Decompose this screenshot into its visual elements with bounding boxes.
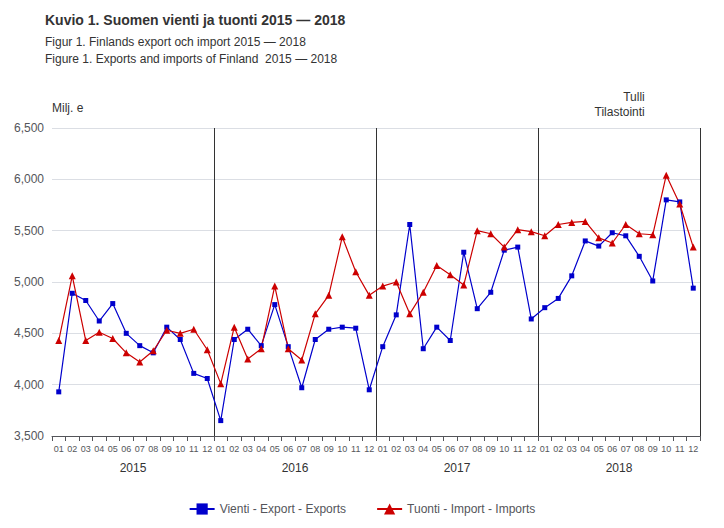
svg-text:Vienti - Export - Exports: Vienti - Export - Exports: [220, 502, 347, 516]
svg-text:01: 01: [378, 444, 388, 454]
svg-text:07: 07: [459, 444, 469, 454]
svg-text:06: 06: [607, 444, 617, 454]
svg-text:04: 04: [256, 444, 266, 454]
svg-text:09: 09: [324, 444, 334, 454]
svg-text:12: 12: [364, 444, 374, 454]
svg-text:03: 03: [243, 444, 253, 454]
svg-text:6,500: 6,500: [14, 121, 44, 135]
svg-text:06: 06: [121, 444, 131, 454]
svg-text:05: 05: [270, 444, 280, 454]
svg-text:02: 02: [229, 444, 239, 454]
svg-text:07: 07: [135, 444, 145, 454]
svg-text:02: 02: [67, 444, 77, 454]
svg-text:11: 11: [513, 444, 522, 454]
svg-text:06: 06: [283, 444, 293, 454]
svg-text:03: 03: [405, 444, 415, 454]
svg-text:05: 05: [108, 444, 118, 454]
svg-text:12: 12: [202, 444, 212, 454]
svg-text:09: 09: [648, 444, 658, 454]
svg-text:05: 05: [432, 444, 442, 454]
svg-text:07: 07: [297, 444, 307, 454]
svg-text:10: 10: [175, 444, 185, 454]
svg-text:08: 08: [148, 444, 158, 454]
svg-text:08: 08: [310, 444, 320, 454]
svg-text:07: 07: [621, 444, 631, 454]
svg-text:2018: 2018: [606, 461, 633, 475]
svg-text:Tilastointi: Tilastointi: [595, 105, 645, 119]
svg-text:10: 10: [337, 444, 347, 454]
svg-text:04: 04: [580, 444, 590, 454]
svg-text:Figure 1. Exports and imports: Figure 1. Exports and imports of Finland…: [45, 52, 337, 66]
svg-text:04: 04: [94, 444, 104, 454]
svg-text:12: 12: [688, 444, 698, 454]
svg-text:2017: 2017: [444, 461, 471, 475]
svg-text:01: 01: [54, 444, 64, 454]
svg-text:4,000: 4,000: [14, 378, 44, 392]
svg-text:08: 08: [634, 444, 644, 454]
svg-text:6,000: 6,000: [14, 172, 44, 186]
svg-text:05: 05: [594, 444, 604, 454]
svg-text:Tuonti - Import - Imports: Tuonti - Import - Imports: [407, 502, 535, 516]
svg-text:11: 11: [189, 444, 198, 454]
svg-text:08: 08: [472, 444, 482, 454]
svg-text:Milj. e: Milj. e: [52, 101, 84, 115]
svg-text:10: 10: [661, 444, 671, 454]
svg-text:2015: 2015: [120, 461, 147, 475]
svg-text:12: 12: [526, 444, 536, 454]
svg-text:Figur 1. Finlands export och i: Figur 1. Finlands export och import 2015…: [45, 35, 306, 49]
svg-text:01: 01: [540, 444, 550, 454]
svg-text:02: 02: [553, 444, 563, 454]
svg-text:11: 11: [675, 444, 684, 454]
svg-text:Tulli: Tulli: [623, 90, 645, 104]
svg-text:04: 04: [418, 444, 428, 454]
svg-text:03: 03: [567, 444, 577, 454]
svg-text:01: 01: [216, 444, 226, 454]
svg-text:2016: 2016: [282, 461, 309, 475]
svg-text:5,000: 5,000: [14, 275, 44, 289]
svg-text:11: 11: [351, 444, 360, 454]
svg-text:03: 03: [81, 444, 91, 454]
svg-text:06: 06: [445, 444, 455, 454]
svg-text:4,500: 4,500: [14, 326, 44, 340]
svg-text:09: 09: [162, 444, 172, 454]
svg-text:09: 09: [486, 444, 496, 454]
svg-text:10: 10: [499, 444, 509, 454]
svg-text:02: 02: [391, 444, 401, 454]
svg-text:Kuvio 1. Suomen vienti ja tuon: Kuvio 1. Suomen vienti ja tuonti 2015 — …: [45, 12, 346, 28]
svg-text:3,500: 3,500: [14, 429, 44, 443]
svg-text:5,500: 5,500: [14, 224, 44, 238]
